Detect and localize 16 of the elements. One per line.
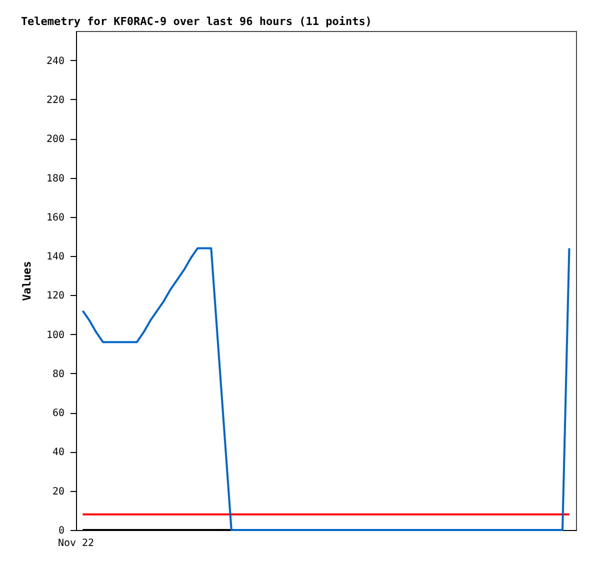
y-tick-label: 80 <box>52 368 64 380</box>
text: Nov 22 <box>58 538 94 549</box>
y-tick-label: 180 <box>46 173 64 184</box>
y-tick-label: 220 <box>46 94 64 106</box>
y-tick-label: 100 <box>46 330 64 341</box>
y-tick-label: 0 <box>58 526 64 536</box>
y-axis-title: Values <box>20 261 34 301</box>
y-tick-label: 60 <box>52 408 64 420</box>
y-tick-label: 20 <box>52 486 64 498</box>
y-tick-label: 120 <box>46 290 64 302</box>
chart-title: Telemetry for KF0RAC-9 over last 96 hours (11 points) <box>20 15 372 28</box>
y-tick-label: 240 <box>46 56 64 67</box>
y-tick-label: 160 <box>46 212 64 224</box>
y-tick-label: 140 <box>46 252 64 263</box>
y-tick-label: 200 <box>46 134 64 146</box>
y-tick-label: 40 <box>52 447 64 458</box>
